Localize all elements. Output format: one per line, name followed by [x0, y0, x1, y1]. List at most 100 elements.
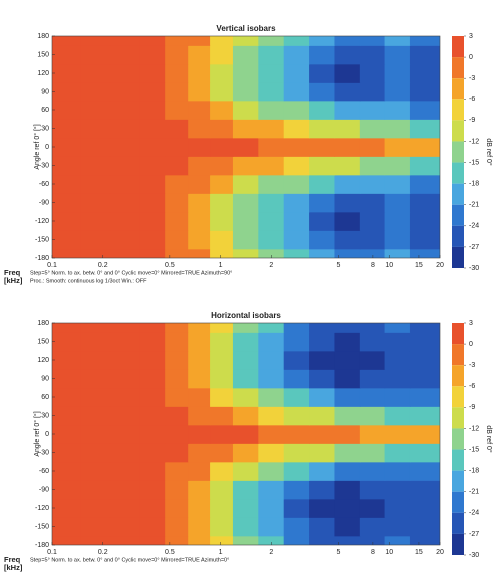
contour-cell: [139, 498, 166, 518]
contour-cell: [258, 193, 285, 213]
contour-cell: [109, 248, 140, 258]
contour-cell: [232, 211, 259, 231]
y-tick-label: -60: [39, 468, 49, 475]
contour-cell: [165, 137, 189, 157]
contour-cell: [258, 248, 285, 258]
y-tick-label: 90: [41, 88, 49, 95]
contour-cell: [165, 193, 189, 213]
y-tick-label: 60: [41, 107, 49, 114]
contour-cell: [283, 498, 310, 518]
colorbar-tick-label: -9: [469, 117, 475, 124]
contour-cell: [210, 211, 234, 231]
contour-cell: [139, 369, 166, 389]
contour-cell: [210, 424, 234, 444]
contour-cell: [52, 424, 81, 444]
contour-cell: [188, 323, 211, 333]
contour-cell: [165, 424, 189, 444]
y-tick-label: -30: [39, 449, 49, 456]
contour-cell: [309, 174, 336, 194]
plot-area: [52, 36, 440, 258]
colorbar-segment: [452, 449, 464, 471]
contour-cell: [52, 82, 81, 102]
contour-cell: [188, 156, 211, 176]
contour-cell: [384, 230, 411, 250]
contour-cell: [232, 332, 259, 352]
contour-cell: [384, 174, 411, 194]
contour-cell: [80, 45, 111, 65]
contour-cell: [334, 36, 361, 46]
contour-cell: [409, 461, 440, 481]
contour-cell: [109, 63, 140, 83]
contour-cell: [258, 387, 285, 407]
contour-cell: [188, 517, 211, 537]
contour-cell: [283, 248, 310, 258]
contour-cell: [334, 517, 361, 537]
contour-cell: [165, 211, 189, 231]
contour-cell: [232, 156, 259, 176]
x-tick-label: 0.5: [165, 262, 175, 269]
x-axis-label: Freq: [4, 555, 21, 564]
contour-cell: [52, 332, 81, 352]
contour-cell: [165, 323, 189, 333]
contour-cell: [80, 248, 111, 258]
contour-cell: [80, 406, 111, 426]
y-tick-label: 150: [37, 51, 49, 58]
contour-cell: [210, 174, 234, 194]
contour-cell: [334, 332, 361, 352]
contour-cell: [309, 424, 336, 444]
y-tick-label: -120: [35, 218, 49, 225]
y-axis-label: Angle ref 0° [°]: [33, 411, 41, 456]
contour-cell: [334, 535, 361, 545]
contour-cell: [359, 100, 386, 120]
y-tick-label: 150: [37, 338, 49, 345]
contour-cell: [258, 100, 285, 120]
x-tick-label: 1: [219, 262, 223, 269]
contour-cell: [188, 369, 211, 389]
contour-cell: [409, 443, 440, 463]
contour-cell: [109, 137, 140, 157]
contour-cell: [52, 498, 81, 518]
contour-cell: [80, 461, 111, 481]
contour-cell: [409, 82, 440, 102]
colorbar-segment: [452, 512, 464, 534]
contour-cell: [80, 100, 111, 120]
contour-cell: [210, 480, 234, 500]
contour-cell: [109, 517, 140, 537]
y-axis-label: Angle ref 0° [°]: [33, 124, 41, 169]
contour-cell: [109, 119, 140, 139]
contour-cell: [384, 517, 411, 537]
colorbar-tick-label: -3: [469, 362, 475, 369]
contour-cell: [283, 332, 310, 352]
colorbar-segment: [452, 162, 464, 184]
y-tick-label: -60: [39, 181, 49, 188]
colorbar-tick-label: 0: [469, 341, 473, 348]
x-tick-label: 10: [385, 549, 393, 556]
contour-cell: [334, 174, 361, 194]
contour-cell: [80, 174, 111, 194]
contour-cell: [384, 63, 411, 83]
contour-cell: [384, 137, 411, 157]
contour-cell: [359, 137, 386, 157]
contour-cell: [188, 248, 211, 258]
contour-cell: [409, 156, 440, 176]
contour-cell: [52, 248, 81, 258]
colorbar-tick-label: -18: [469, 180, 479, 187]
contour-cell: [283, 350, 310, 370]
contour-cell: [165, 443, 189, 463]
contour-cell: [359, 211, 386, 231]
contour-cell: [384, 36, 411, 46]
contour-cell: [52, 156, 81, 176]
contour-cell: [188, 63, 211, 83]
colorbar-segment: [452, 365, 464, 387]
contour-cell: [409, 323, 440, 333]
contour-cell: [283, 193, 310, 213]
contour-cell: [409, 480, 440, 500]
contour-cell: [359, 119, 386, 139]
contour-cell: [165, 174, 189, 194]
contour-cell: [334, 480, 361, 500]
contour-cell: [232, 119, 259, 139]
contour-cell: [52, 45, 81, 65]
contour-cell: [80, 137, 111, 157]
contour-cell: [283, 517, 310, 537]
note: Step=5° Norm. to ax. betw. 0° and 0° Cyc…: [30, 270, 232, 276]
